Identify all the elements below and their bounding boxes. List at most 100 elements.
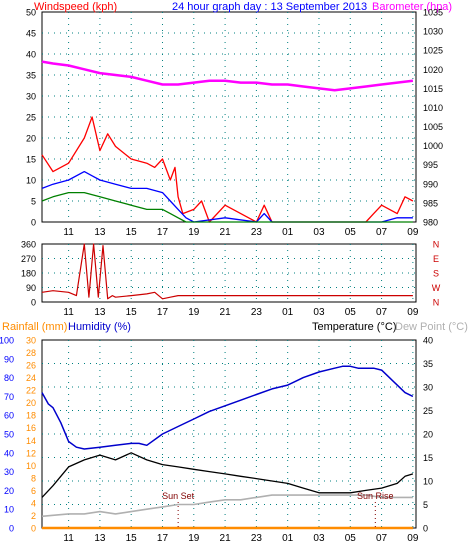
- temperature-tick-label: 5: [423, 500, 428, 510]
- windspeed-tick-label: 40: [26, 50, 36, 60]
- rainfall-tick-label: 6: [31, 486, 36, 496]
- windspeed-tick-label: 25: [26, 113, 36, 123]
- direction-tick-label: 270: [21, 254, 36, 264]
- windspeed-tick-label: 30: [26, 92, 36, 102]
- barometer-tick-label: 1000: [423, 141, 443, 151]
- humidity-tick-label: 20: [4, 486, 14, 496]
- barometer-tick-label: 1010: [423, 103, 443, 113]
- rainfall-tick-label: 26: [26, 361, 36, 371]
- rainfall-tick-label: 28: [26, 348, 36, 358]
- temperature-tick-label: 10: [423, 477, 433, 487]
- rainfall-tick-label: 10: [26, 461, 36, 471]
- x-tick-label: 13: [94, 533, 106, 544]
- rainfall-tick-label: 8: [31, 473, 36, 483]
- rainfall-tick-label: 14: [26, 436, 36, 446]
- windspeed-tick-label: 0: [31, 218, 36, 228]
- windspeed-tick-label: 45: [26, 29, 36, 39]
- temperature-tick-label: 25: [423, 406, 433, 416]
- x-tick-label: 07: [376, 533, 388, 544]
- rainfall-tick-label: 4: [31, 498, 36, 508]
- temperature-tick-label: 30: [423, 383, 433, 393]
- x-tick-label: 21: [220, 307, 232, 318]
- x-tick-label: 03: [313, 533, 325, 544]
- barometer-tick-label: 1025: [423, 46, 443, 56]
- temperature-axis-label: Temperature (°C): [312, 321, 396, 333]
- x-tick-label: 17: [157, 227, 169, 238]
- humidity-tick-label: 80: [4, 373, 14, 383]
- temperature-tick-label: 40: [423, 336, 433, 346]
- x-tick-label: 17: [157, 307, 169, 318]
- label-layer: Windspeed (kph) 24 hour graph day : 13 S…: [0, 1, 468, 544]
- dewpoint-axis-label: Dew Point (°C): [395, 321, 468, 333]
- compass-label: N: [433, 240, 440, 250]
- windspeed-tick-label: 10: [26, 176, 36, 186]
- series-line-temperature: [41, 452, 414, 498]
- direction-tick-label: 180: [21, 269, 36, 279]
- humidity-tick-label: 60: [4, 411, 14, 421]
- series-line-low: [41, 191, 413, 223]
- x-tick-label: 09: [407, 227, 419, 238]
- barometer-tick-label: 995: [423, 160, 438, 170]
- x-tick-label: 19: [188, 307, 200, 318]
- x-tick-label: 21: [220, 227, 232, 238]
- x-tick-label: 05: [345, 533, 357, 544]
- annotation-label: Sun Rise: [357, 491, 394, 501]
- chart-title: 24 hour graph day : 13 September 2013: [172, 1, 367, 13]
- rainfall-tick-label: 30: [26, 336, 36, 346]
- temperature-tick-label: 15: [423, 453, 433, 463]
- barometer-tick-label: 1005: [423, 122, 443, 132]
- barometer-tick-label: 1020: [423, 65, 443, 75]
- x-tick-label: 15: [126, 307, 138, 318]
- temperature-tick-label: 20: [423, 430, 433, 440]
- rainfall-tick-label: 22: [26, 386, 36, 396]
- x-tick-label: 07: [376, 307, 388, 318]
- rainfall-tick-label: 0: [31, 524, 36, 534]
- x-tick-label: 05: [345, 227, 357, 238]
- rainfall-tick-label: 20: [26, 398, 36, 408]
- temperature-tick-label: 35: [423, 359, 433, 369]
- rainfall-tick-label: 2: [31, 511, 36, 521]
- compass-label: N: [433, 298, 440, 308]
- x-tick-label: 03: [313, 307, 325, 318]
- x-tick-label: 03: [313, 227, 325, 238]
- x-tick-label: 17: [157, 533, 169, 544]
- windspeed-tick-label: 50: [26, 8, 36, 18]
- humidity-axis-label: Humidity (%): [68, 321, 131, 333]
- barometer-axis-label: Barometer (hpa): [372, 1, 452, 13]
- x-tick-label: 09: [407, 533, 419, 544]
- rainfall-tick-label: 16: [26, 423, 36, 433]
- x-tick-label: 23: [251, 307, 263, 318]
- compass-label: W: [432, 283, 441, 293]
- humidity-tick-label: 90: [4, 354, 14, 364]
- x-tick-label: 11: [63, 533, 74, 544]
- direction-tick-label: 360: [21, 240, 36, 250]
- x-tick-label: 05: [345, 307, 357, 318]
- x-tick-label: 23: [251, 533, 263, 544]
- x-tick-label: 19: [188, 533, 200, 544]
- rainfall-tick-label: 12: [26, 448, 36, 458]
- rainfall-tick-label: 18: [26, 411, 36, 421]
- annotation-label: Sun Set: [162, 491, 195, 501]
- series-line-barometer: [41, 60, 414, 92]
- series-line-dewpoint: [41, 494, 413, 518]
- grid-layer: [42, 12, 416, 528]
- humidity-tick-label: 100: [0, 336, 14, 346]
- x-tick-label: 15: [126, 227, 138, 238]
- x-tick-label: 07: [376, 227, 388, 238]
- rainfall-axis-label: Rainfall (mm): [2, 321, 67, 333]
- windspeed-tick-label: 5: [31, 197, 36, 207]
- humidity-tick-label: 0: [9, 524, 14, 534]
- compass-label: E: [433, 254, 439, 264]
- rainfall-tick-label: 24: [26, 373, 36, 383]
- humidity-tick-label: 50: [4, 430, 14, 440]
- series-layer: [41, 60, 414, 530]
- x-tick-label: 01: [282, 533, 294, 544]
- barometer-tick-label: 1035: [423, 8, 443, 18]
- windspeed-tick-label: 15: [26, 155, 36, 165]
- x-tick-label: 01: [282, 307, 294, 318]
- x-tick-label: 13: [94, 307, 106, 318]
- barometer-tick-label: 1030: [423, 27, 443, 37]
- x-tick-label: 09: [407, 307, 419, 318]
- humidity-tick-label: 10: [4, 505, 14, 515]
